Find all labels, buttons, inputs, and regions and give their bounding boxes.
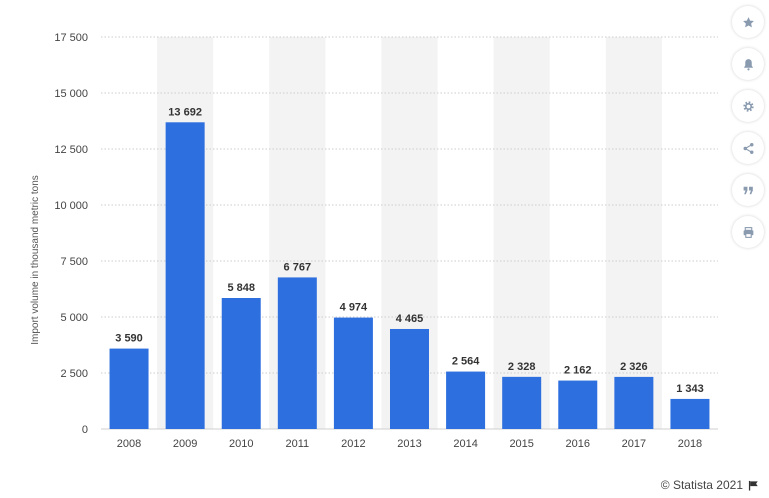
x-tick-label-2013: 2013: [397, 438, 421, 450]
bar-2008[interactable]: [109, 348, 149, 429]
data-label-2010: 5 848: [227, 282, 255, 294]
chart-toolbar: [731, 6, 765, 260]
y-tick-label: 5 000: [60, 312, 88, 324]
settings-button[interactable]: [732, 90, 764, 122]
x-tick-label-2010: 2010: [229, 438, 253, 450]
quote-icon: [743, 186, 753, 194]
y-tick-label: 2 500: [60, 368, 88, 380]
x-tick-label-2008: 2008: [117, 438, 141, 450]
printer-icon: [743, 226, 753, 238]
source-credit[interactable]: © Statista 2021: [661, 478, 759, 492]
data-label-2018: 1 343: [676, 383, 704, 395]
credit-text[interactable]: © Statista 2021: [660, 478, 743, 492]
data-label-2017: 2 326: [620, 361, 648, 373]
y-tick-label: 17 500: [54, 32, 88, 44]
bar-2012[interactable]: [333, 317, 373, 429]
y-tick-label: 0: [82, 424, 88, 436]
data-label-2015: 2 328: [508, 361, 536, 373]
y-tick-label: 10 000: [54, 200, 88, 212]
data-label-2009: 13 692: [168, 106, 202, 118]
gear-icon: [742, 100, 754, 112]
data-label-2013: 4 465: [396, 313, 424, 325]
data-labels: 3 590 13 692 5 848 6 767 4 974 4 465 2 564 2 32…: [115, 106, 703, 395]
y-tick-label: 15 000: [54, 88, 88, 100]
alternating-bands: [157, 37, 662, 429]
x-tick-label-2018: 2018: [678, 438, 702, 450]
share-icon: [743, 142, 753, 154]
x-tick-label-2014: 2014: [453, 438, 477, 450]
bar-2016[interactable]: [558, 380, 598, 429]
x-tick-label-2011: 2011: [285, 438, 309, 450]
x-tick-label-2017: 2017: [622, 438, 646, 450]
bar-2011[interactable]: [277, 277, 317, 429]
x-axis-tick-labels: 2008 2009 2010 2011 2012 2013 2014 2015 2016 2017…: [117, 438, 702, 450]
notification-button[interactable]: [732, 48, 764, 80]
x-tick-label-2016: 2016: [566, 438, 590, 450]
band-2017: [605, 37, 662, 429]
y-tick-label: 7 500: [60, 256, 88, 268]
data-label-2016: 2 162: [564, 365, 592, 377]
y-axis-title: Import volume in thousand metric tons: [30, 175, 41, 345]
share-button[interactable]: [732, 132, 764, 164]
flag-icon[interactable]: [748, 480, 759, 491]
favorite-button[interactable]: [732, 6, 764, 38]
bar-2017[interactable]: [614, 376, 654, 429]
x-tick-label-2015: 2015: [509, 438, 533, 450]
bars: [109, 122, 710, 430]
x-tick-label-2012: 2012: [341, 438, 365, 450]
bar-2014[interactable]: [446, 371, 486, 429]
y-axis-tick-labels: 0 2 500 5 000 7 500 10 000 12 500 15 000 17 500: [54, 32, 88, 436]
y-tick-label: 12 500: [54, 144, 88, 156]
data-label-2011: 6 767: [284, 261, 312, 273]
bell-icon: [743, 58, 753, 70]
print-button[interactable]: [732, 216, 764, 248]
bar-2018[interactable]: [670, 398, 710, 429]
bar-2013[interactable]: [390, 328, 429, 429]
band-2015: [493, 37, 550, 429]
cite-button[interactable]: [732, 174, 764, 206]
bar-2009[interactable]: [165, 122, 205, 430]
data-label-2012: 4 974: [340, 302, 368, 314]
bar-2015[interactable]: [502, 376, 542, 429]
data-label-2008: 3 590: [115, 333, 143, 345]
star-icon: [742, 16, 754, 27]
bar-2010[interactable]: [221, 298, 261, 429]
data-label-2014: 2 564: [452, 356, 480, 368]
x-tick-label-2009: 2009: [173, 438, 197, 450]
